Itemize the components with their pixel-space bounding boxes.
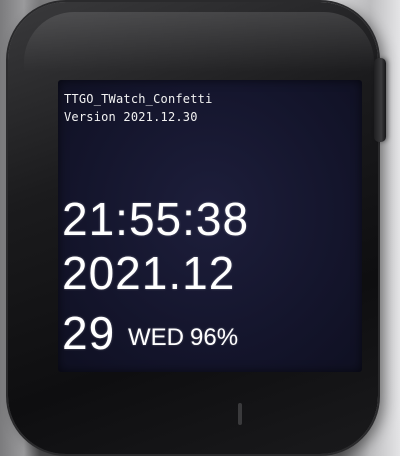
- clock-day: 29: [62, 310, 115, 356]
- clock-time: 21:55:38: [62, 196, 249, 242]
- status-line: WED 96%: [128, 325, 244, 351]
- case-highlight: [24, 12, 374, 72]
- clock-date: 2021.12: [62, 250, 235, 296]
- bezel-mark: [238, 403, 242, 425]
- battery-percent: 96%: [190, 324, 238, 351]
- side-crown-button[interactable]: [374, 58, 386, 142]
- watch-screen: TTGO_TWatch_Confetti Version 2021.12.30 …: [58, 80, 362, 372]
- version-label: Version 2021.12.30: [64, 110, 198, 124]
- app-title: TTGO_TWatch_Confetti: [64, 92, 213, 106]
- weekday-label: WED: [128, 324, 184, 351]
